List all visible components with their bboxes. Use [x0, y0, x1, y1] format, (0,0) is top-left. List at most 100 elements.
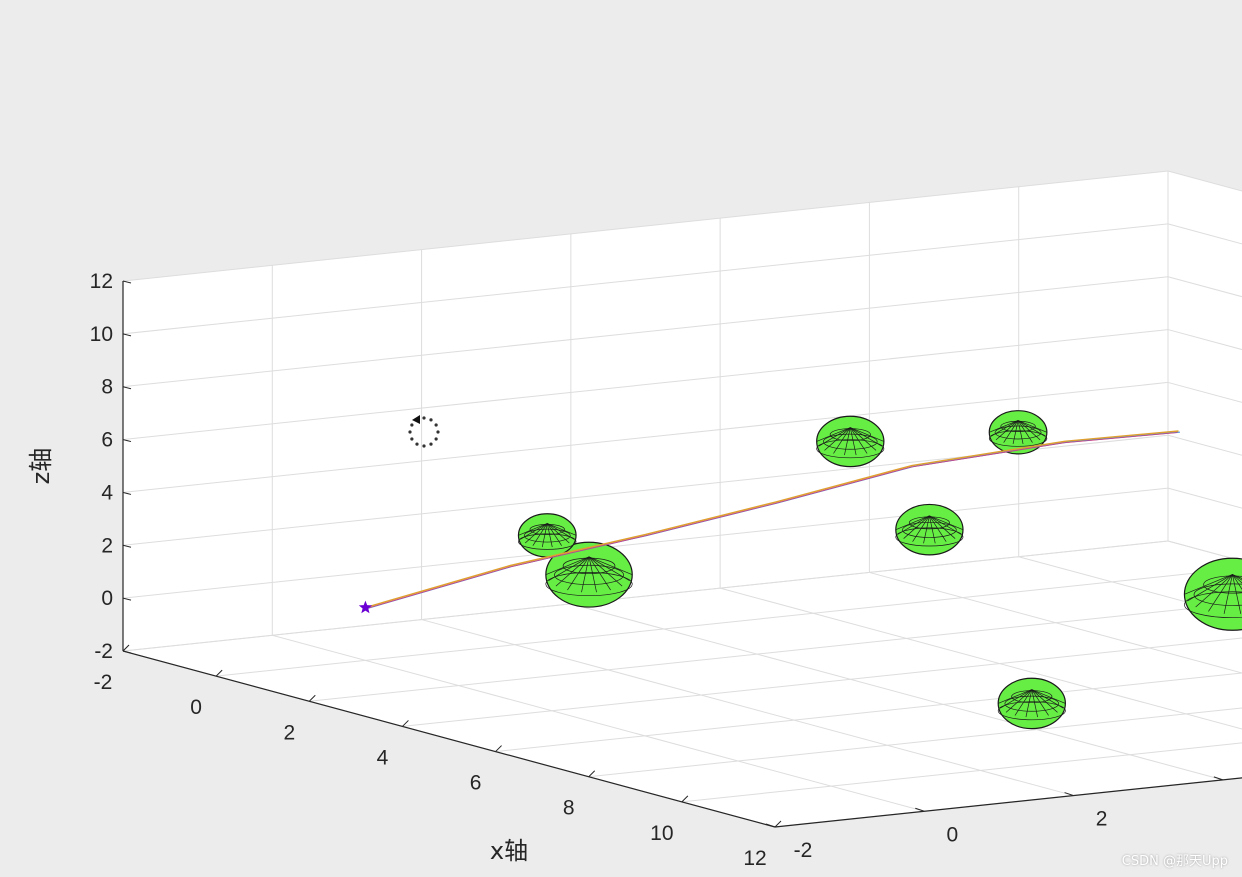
sphere-meridian: [849, 427, 868, 454]
z-tick-label: 12: [90, 270, 113, 293]
y-tick-label: 0: [946, 823, 958, 846]
x-tick: [215, 669, 223, 677]
sphere-latitude: [1193, 583, 1242, 606]
sphere-meridian: [1195, 574, 1233, 608]
sphere-meridian: [912, 515, 930, 542]
grid-line: [869, 571, 1242, 674]
z-tick: [122, 333, 132, 337]
x-tick: [774, 820, 782, 828]
sphere-latitude: [545, 572, 633, 597]
sphere-meridian: [998, 689, 1032, 704]
sphere-meridian: [995, 420, 1019, 441]
spinner-dot: [429, 418, 433, 422]
sphere-meridian: [1232, 574, 1242, 581]
sphere-meridian: [1208, 574, 1233, 612]
sphere-meridian: [547, 523, 575, 540]
sphere-meridian: [1223, 574, 1233, 614]
x-tick-label: 12: [743, 847, 766, 870]
obstacle-sphere: [997, 677, 1066, 730]
z-tick-label: 2: [101, 534, 113, 557]
sphere-meridian: [850, 427, 883, 447]
sphere-meridian: [588, 556, 633, 575]
sphere-meridian: [588, 556, 597, 593]
sphere-meridian: [1017, 420, 1041, 441]
sphere-meridian: [581, 556, 590, 593]
z-tick: [122, 386, 132, 390]
sphere-latitude: [1004, 695, 1060, 712]
z-tick-label: 0: [101, 587, 113, 610]
sphere-meridian: [1031, 689, 1038, 718]
sphere-meridian: [1012, 420, 1019, 445]
obstacle-sphere: [816, 415, 885, 468]
sphere-meridian: [1003, 420, 1019, 443]
y-tick: [765, 823, 776, 828]
sphere-meridian: [1017, 420, 1033, 443]
obstacle-sphere: [517, 513, 577, 558]
spinner-dot: [410, 423, 414, 427]
tree-path: [364, 430, 1181, 610]
sphere-meridian: [990, 420, 1019, 437]
x-tick-label: 2: [283, 721, 295, 744]
sphere-meridian: [833, 427, 851, 454]
x-tick: [402, 720, 409, 727]
sphere-meridian: [850, 427, 877, 451]
axis-lines: [122, 281, 1242, 828]
z-tick: [122, 650, 132, 654]
y-tick: [1064, 792, 1074, 797]
y-tick-label: 2: [1096, 808, 1108, 831]
grid-line: [122, 276, 1169, 388]
sphere-meridian: [1187, 574, 1233, 602]
obstacles: [517, 410, 1242, 730]
x-tick: [588, 770, 596, 778]
sphere-meridian: [929, 515, 964, 530]
grid-line: [122, 170, 1169, 282]
back-pane: [1168, 171, 1242, 561]
z-tick: [122, 544, 132, 548]
sphere-meridian: [1232, 574, 1242, 614]
grid-line: [122, 381, 1169, 493]
sphere-meridian: [1232, 574, 1242, 590]
sphere-meridian: [897, 515, 930, 535]
spinner-arrow: [412, 415, 420, 424]
sphere-meridian: [929, 515, 947, 542]
sphere-meridian: [1031, 689, 1064, 709]
y-tick: [915, 807, 925, 812]
grid-line: [421, 619, 1074, 797]
sphere-meridian: [1232, 574, 1242, 584]
sphere-meridian: [895, 515, 930, 530]
sphere-latitude: [994, 425, 1042, 440]
sphere-latitude: [988, 430, 1048, 447]
sphere-meridian: [1017, 420, 1046, 437]
sphere-meridian: [1017, 420, 1024, 445]
x-axis-line: [122, 650, 776, 828]
z-tick-label: 4: [101, 481, 113, 504]
sphere-meridian: [1232, 574, 1242, 579]
sphere-meridian: [1031, 689, 1058, 713]
sphere-meridian: [818, 427, 851, 447]
path-line: [364, 432, 1178, 610]
spinner-dot: [422, 444, 426, 448]
grid-line: [122, 540, 1169, 652]
x-tick: [122, 644, 130, 652]
grid-line: [402, 637, 1242, 727]
sphere-meridian: [518, 523, 548, 536]
obstacle-sphere: [545, 541, 633, 608]
sphere-meridian: [844, 427, 851, 456]
z-tick-label: 8: [101, 376, 113, 399]
x-tick: [495, 745, 502, 752]
spinner-dot: [434, 423, 438, 427]
sphere-meridian: [929, 515, 936, 544]
sphere-meridian: [1025, 689, 1033, 718]
sphere-meridian: [547, 523, 570, 544]
path-line: [365, 430, 1179, 609]
sphere-meridian: [1184, 574, 1233, 595]
sphere-meridian: [816, 427, 851, 442]
grid-line: [309, 602, 1242, 702]
grid-line: [588, 707, 1242, 778]
sphere-meridian: [1005, 689, 1033, 713]
grid-lines: [122, 170, 1242, 828]
sphere-meridian: [1031, 689, 1066, 704]
spinner-dot: [410, 437, 414, 441]
